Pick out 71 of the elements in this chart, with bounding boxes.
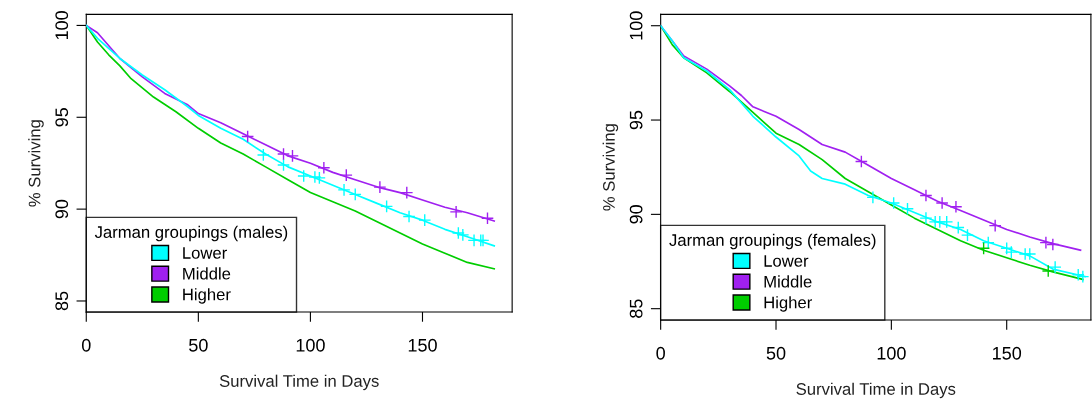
point [919,211,933,225]
y-axis-title: % Surviving [28,120,44,207]
point [480,211,494,225]
x-tick-label: 0 [81,338,91,352]
point [1048,260,1062,274]
point [339,168,353,182]
point [317,161,331,175]
point [988,219,1002,233]
legend-label: Lower [764,255,809,267]
point [451,226,465,240]
point [960,228,974,242]
point [348,187,362,201]
x-axis-title: Survival Time in Days [796,382,956,399]
point [297,169,311,183]
point [1039,236,1053,250]
point [887,196,901,210]
legend-title: Jarman groupings (females) [669,233,876,250]
point [981,236,995,250]
point [241,130,255,144]
point [1071,268,1085,282]
point [919,188,933,203]
point [935,196,949,210]
y-tick-label: 90 [629,205,643,224]
point [418,213,432,227]
y-tick-label: 100 [55,11,69,40]
y-tick-label: 100 [629,11,643,40]
point [1046,238,1060,252]
point [854,155,868,169]
x-tick-label: 100 [296,338,325,352]
point [900,202,915,216]
point [277,158,291,172]
point [312,171,326,185]
y-tick-label: 85 [629,299,643,318]
legend-label: Lower [183,247,227,259]
point [1000,241,1014,255]
point [285,149,299,163]
legend-label: Middle [183,267,231,280]
point [380,199,394,213]
point [373,180,387,194]
point [456,228,470,242]
point [1041,264,1055,278]
x-tick-label: 150 [993,346,1022,360]
legend-label: Middle [764,275,812,288]
point [949,200,963,214]
x-tick-label: 50 [766,346,786,360]
legend-label: Higher [183,288,231,304]
point [866,190,880,204]
point [402,209,416,223]
point [977,241,991,255]
legend-title: Jarman groupings (males) [94,225,288,242]
point [1076,270,1090,284]
point [337,183,351,197]
point [256,148,270,162]
point [449,205,463,219]
x-tick-label: 100 [877,346,906,360]
y-tick-label: 85 [55,291,69,311]
x-axis-title: Survival Time in Days [219,374,379,391]
point [277,147,291,161]
legend-label: Higher [764,296,813,312]
y-tick-label: 90 [55,199,69,219]
y-tick-label: 95 [55,107,69,127]
x-tick-label: 150 [408,338,437,352]
x-tick-label: 0 [656,346,665,360]
y-tick-label: 95 [629,110,643,130]
point [308,170,322,184]
x-tick-label: 50 [189,338,208,352]
point [400,186,414,200]
y-axis-title: % Surviving [602,124,619,211]
point [940,215,954,229]
point [951,221,965,235]
point [1004,245,1018,259]
